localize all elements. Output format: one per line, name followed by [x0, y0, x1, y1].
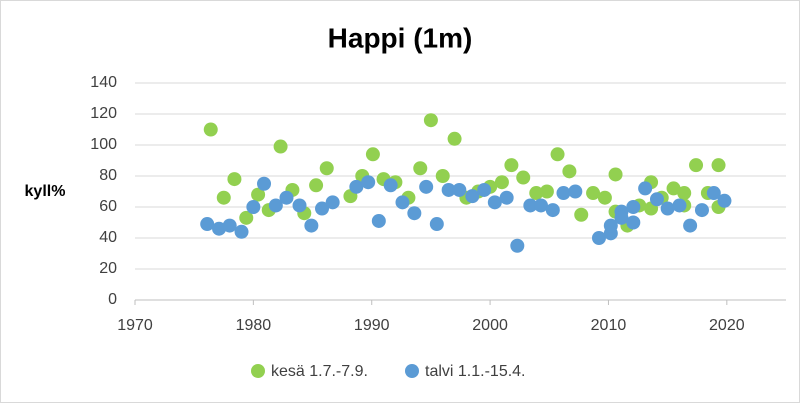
chart-title: Happi (1m): [328, 22, 473, 53]
point: [279, 190, 294, 205]
point: [516, 170, 531, 185]
point: [608, 167, 623, 182]
y-tick-label: 120: [90, 105, 117, 122]
x-tick-label: 2020: [709, 317, 745, 334]
point: [452, 182, 467, 197]
point: [349, 179, 364, 194]
y-tick-label: 80: [99, 167, 117, 184]
point: [562, 164, 577, 179]
point: [539, 184, 554, 199]
y-tick-label: 140: [90, 74, 117, 91]
point: [568, 184, 583, 199]
point: [222, 218, 237, 233]
point: [711, 158, 726, 173]
point: [689, 158, 704, 173]
y-tick-label: 100: [90, 136, 117, 153]
point: [660, 201, 675, 216]
point: [672, 198, 687, 213]
point: [574, 207, 589, 222]
point: [717, 193, 732, 208]
point: [413, 161, 428, 176]
point: [614, 210, 629, 225]
legend-marker: [405, 364, 419, 378]
y-tick-label: 60: [99, 198, 117, 215]
y-tick-label: 40: [99, 229, 117, 246]
point: [371, 213, 386, 228]
point: [638, 181, 653, 196]
point: [365, 147, 380, 162]
y-tick-label: 20: [99, 260, 117, 277]
point: [550, 147, 565, 162]
point: [292, 198, 307, 213]
x-tick-label: 1970: [117, 317, 153, 334]
point: [429, 217, 444, 232]
legend-marker: [251, 364, 265, 378]
point: [666, 181, 681, 196]
point: [273, 139, 288, 154]
point: [494, 175, 509, 190]
point: [309, 178, 324, 193]
point: [591, 231, 606, 245]
point: [510, 238, 525, 253]
legend-label: kesä 1.7.-7.9.: [271, 363, 368, 380]
point: [257, 176, 272, 191]
point: [465, 189, 480, 204]
point: [649, 192, 664, 207]
point: [203, 122, 218, 137]
point: [383, 178, 398, 193]
point: [545, 203, 560, 218]
point: [200, 217, 215, 232]
point: [626, 200, 641, 214]
point: [212, 221, 227, 236]
x-tick-label: 2000: [472, 317, 508, 334]
point: [677, 186, 692, 201]
point: [597, 190, 612, 205]
point: [447, 131, 462, 146]
point: [239, 210, 254, 225]
point: [529, 186, 544, 201]
point: [246, 200, 261, 214]
x-tick-label: 2010: [591, 317, 627, 334]
point: [504, 158, 519, 173]
point: [487, 195, 502, 210]
point: [626, 215, 641, 230]
point: [315, 201, 330, 216]
y-axis-label: kyll%: [25, 183, 66, 200]
point: [419, 179, 434, 194]
point: [325, 195, 340, 210]
point: [706, 186, 721, 201]
point: [216, 190, 231, 205]
point: [556, 186, 571, 201]
legend-label: talvi 1.1.-15.4.: [425, 363, 526, 380]
point: [477, 182, 492, 197]
point: [395, 195, 410, 210]
point: [227, 172, 242, 187]
point: [407, 206, 422, 221]
point: [523, 198, 538, 213]
point: [683, 218, 698, 233]
x-tick-label: 1980: [236, 317, 272, 334]
point: [435, 169, 450, 183]
x-tick-label: 1990: [354, 317, 390, 334]
point: [361, 175, 376, 190]
point: [234, 224, 249, 239]
point: [268, 198, 283, 213]
point: [533, 198, 548, 213]
point: [694, 203, 709, 218]
point: [251, 187, 266, 202]
point: [319, 161, 334, 176]
y-tick-label: 0: [108, 291, 117, 308]
point: [441, 182, 456, 197]
point: [603, 218, 618, 233]
point: [499, 190, 514, 205]
point: [304, 218, 319, 233]
point: [586, 186, 601, 201]
point: [423, 113, 438, 128]
